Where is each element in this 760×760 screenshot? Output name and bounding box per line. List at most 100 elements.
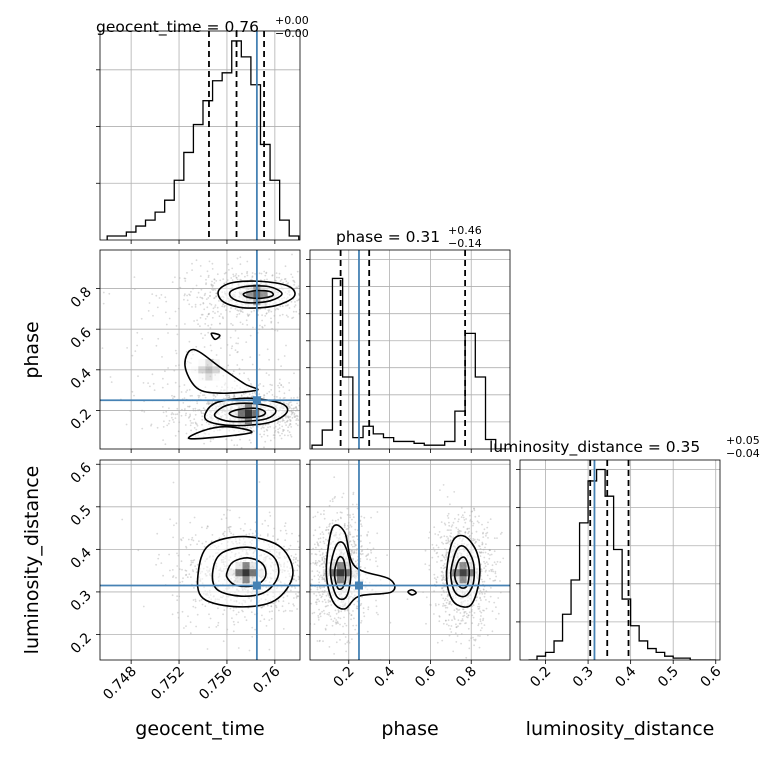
sample-point [285, 416, 287, 419]
sample-point [180, 391, 183, 393]
sample-point [478, 605, 481, 608]
sample-point [355, 552, 358, 554]
sample-point [448, 529, 450, 531]
sample-point [269, 383, 272, 386]
density-core [252, 409, 260, 417]
sample-point [349, 662, 351, 664]
sample-point [496, 560, 499, 563]
sample-point [450, 631, 453, 633]
sample-point [189, 395, 192, 397]
sample-point [318, 576, 321, 578]
sample-point [443, 599, 446, 602]
sample-point [303, 274, 305, 276]
sample-point [346, 609, 349, 612]
sample-point [237, 275, 240, 277]
sample-point [252, 429, 255, 432]
sample-point [182, 537, 185, 539]
sample-point [236, 351, 239, 354]
sample-point [283, 429, 285, 431]
sample-point [200, 313, 203, 316]
tick-label-y: 0.6 [68, 460, 95, 487]
sample-point [167, 422, 170, 425]
sample-point [293, 556, 295, 559]
sample-point [496, 537, 498, 539]
sample-point [478, 587, 481, 590]
sample-point [250, 310, 253, 313]
sample-point [321, 562, 324, 565]
sample-point [321, 593, 324, 596]
sample-point [445, 553, 448, 556]
sample-point [308, 432, 310, 434]
sample-point [308, 395, 310, 397]
sample-point [174, 310, 177, 313]
contour-level-1 [407, 588, 417, 596]
sample-point [260, 272, 263, 275]
sample-point [246, 426, 249, 428]
sample-point [479, 610, 481, 613]
sample-point [349, 548, 351, 551]
sample-point [162, 426, 165, 428]
sample-point [326, 613, 329, 616]
sample-point [365, 555, 367, 558]
sample-point [294, 587, 297, 589]
sample-point [191, 394, 193, 397]
sample-point [302, 276, 304, 278]
sample-point [314, 561, 317, 564]
sample-point [355, 503, 358, 506]
sample-point [251, 626, 254, 629]
sample-point [140, 409, 143, 412]
sample-point [245, 319, 248, 322]
sample-point [277, 600, 280, 603]
sample-point [206, 306, 209, 309]
sample-point [303, 598, 305, 600]
grid-p0 [96, 31, 300, 244]
sample-point [241, 272, 243, 275]
sample-point [310, 588, 312, 591]
sample-point [258, 393, 261, 396]
sample-point [360, 540, 362, 543]
sample-point [258, 481, 261, 483]
sample-point [176, 565, 179, 567]
sample-point [208, 312, 211, 315]
sample-point [347, 640, 350, 642]
sample-point [321, 556, 324, 559]
sample-point [284, 609, 287, 612]
sample-point [292, 408, 295, 410]
sample-point [433, 573, 436, 576]
sample-point [311, 570, 314, 573]
sample-point [262, 426, 265, 429]
sample-point [274, 429, 277, 432]
sample-point [286, 419, 289, 422]
sample-point [212, 310, 215, 313]
sample-point [457, 520, 459, 523]
sample-point [268, 358, 270, 361]
sample-point [237, 647, 240, 649]
sample-point [303, 559, 305, 561]
sample-point [325, 526, 328, 529]
sample-point [447, 537, 449, 540]
sample-point [195, 428, 198, 431]
sample-point [340, 610, 343, 613]
sample-point [328, 531, 330, 534]
sample-point [478, 551, 481, 554]
sample-point [367, 531, 370, 533]
sample-point [283, 419, 285, 422]
sample-point [484, 562, 486, 565]
sample-point [335, 641, 338, 644]
sample-point [214, 312, 216, 314]
sample-point [327, 599, 330, 602]
sample-point [315, 603, 318, 606]
sample-point [459, 612, 462, 614]
sample-point [327, 601, 330, 603]
sample-point [440, 566, 443, 569]
sample-point [361, 553, 364, 555]
sample-point [329, 522, 331, 525]
sample-point [454, 517, 456, 520]
sample-point [316, 586, 319, 589]
sample-point [459, 622, 462, 625]
sample-point [210, 323, 213, 326]
sample-point [297, 409, 299, 412]
sample-point [343, 524, 346, 527]
truth-marker [354, 581, 363, 590]
sample-point [171, 569, 174, 571]
